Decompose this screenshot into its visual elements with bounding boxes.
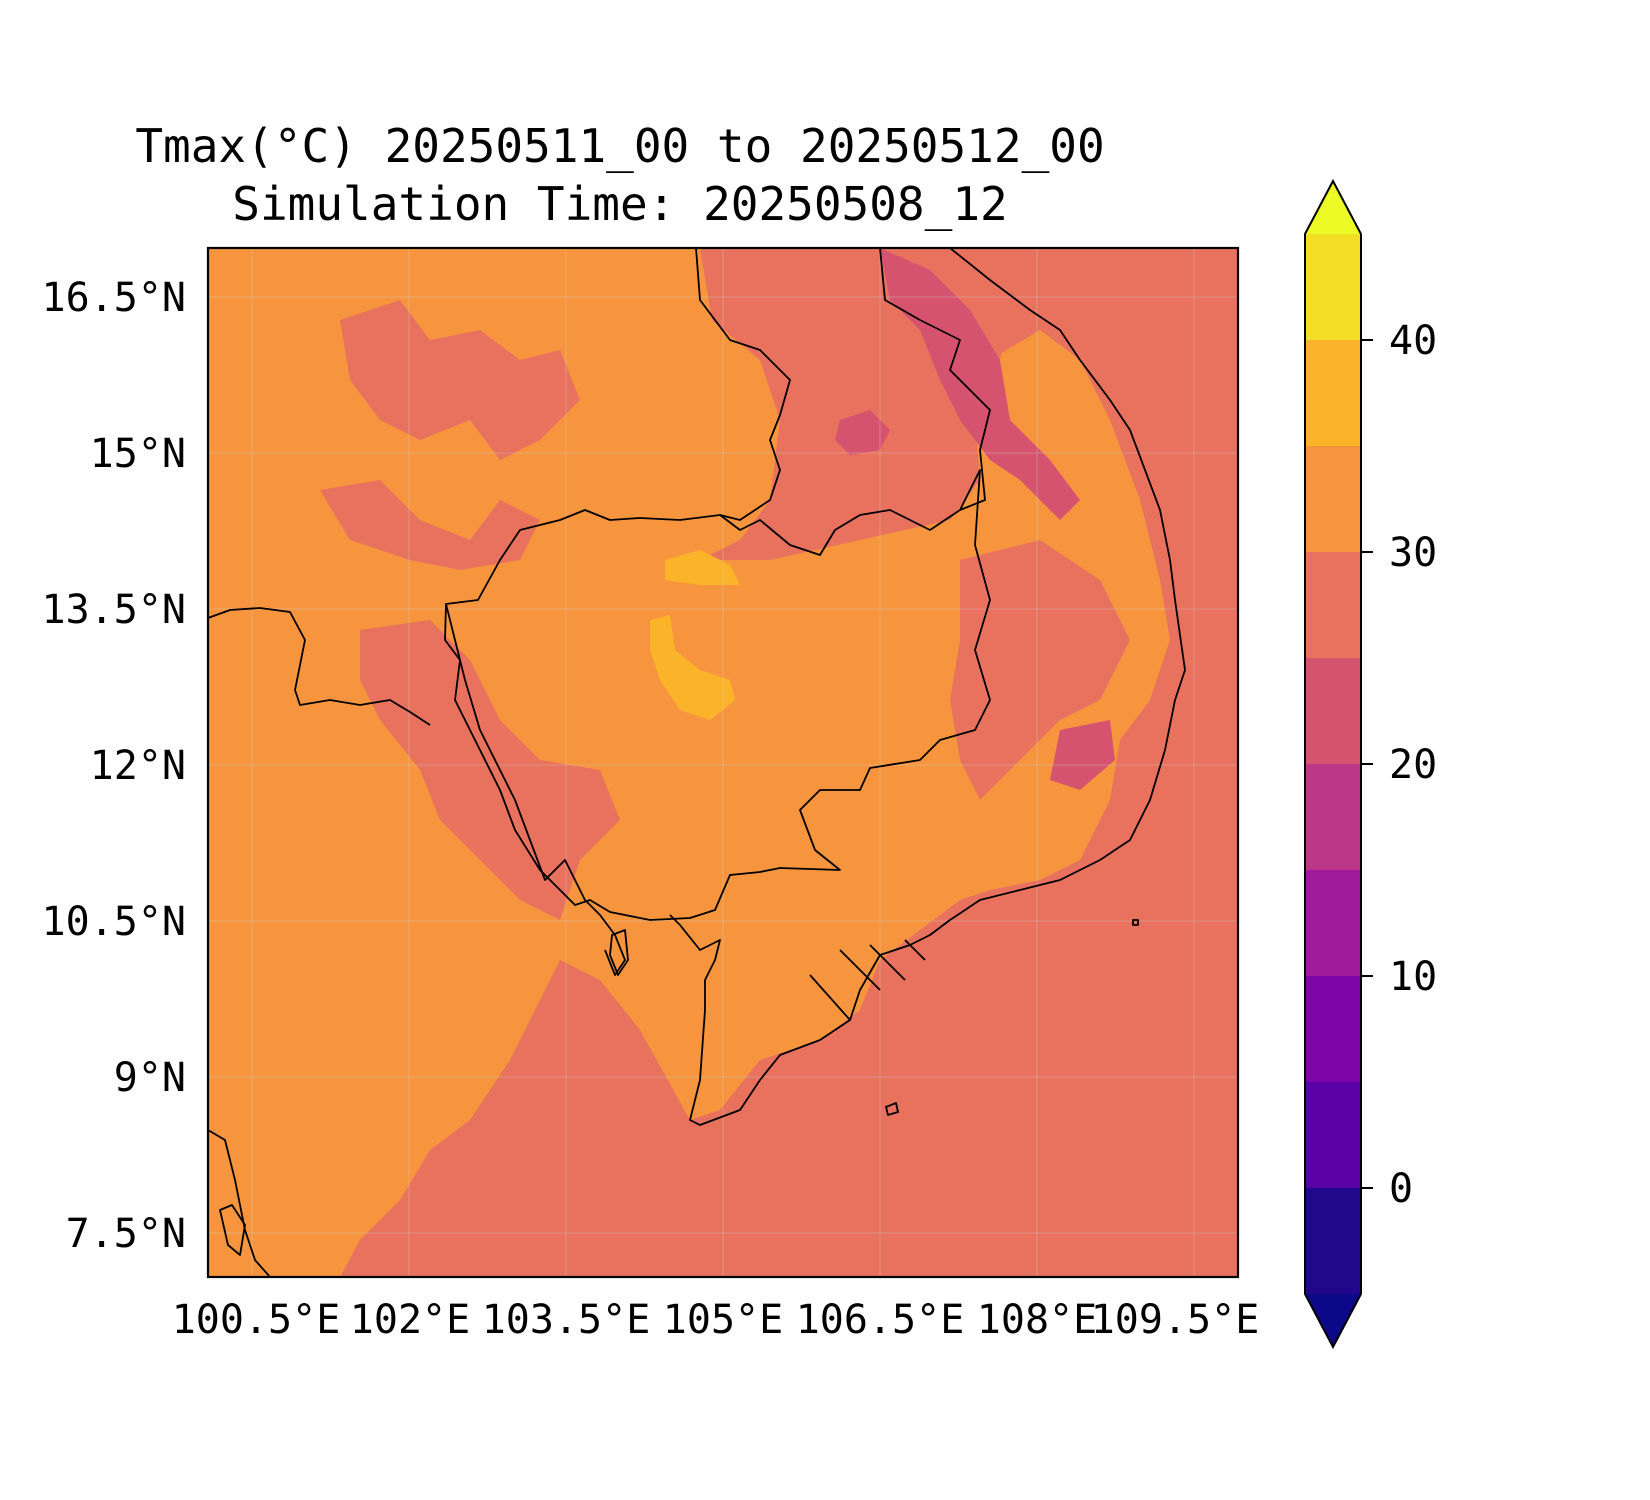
island-1 — [219, 1204, 246, 1256]
colorbar-tick-label: 30 — [1389, 530, 1437, 576]
lon-tick-label: 100.5°E — [172, 1297, 341, 1343]
colorbar-tick-label: 10 — [1389, 954, 1437, 1000]
colorbar-segment — [1305, 234, 1361, 340]
mekong-delta-channels — [809, 939, 926, 1021]
colorbar-segment — [1305, 870, 1361, 976]
vietnam-coastline — [669, 248, 1186, 1126]
field-35-40-spot2 — [665, 550, 740, 585]
field-25-30-w — [320, 480, 540, 570]
laos-vietnam-border — [879, 248, 991, 511]
lon-tick-label: 103.5°E — [482, 1297, 651, 1343]
island-3 — [885, 1102, 899, 1116]
plot-frame — [206, 246, 1240, 1279]
colorbar-tick-label: 20 — [1389, 742, 1437, 788]
colorbar-extend-max — [1305, 181, 1361, 234]
field-25-30-se — [950, 540, 1130, 800]
gulf-coastline — [445, 603, 626, 976]
lat-tick-label: 12°N — [90, 743, 186, 789]
colorbar-segment — [1305, 446, 1361, 552]
colorbar-segment — [1305, 976, 1361, 1082]
lon-tick-label: 106.5°E — [796, 1297, 965, 1343]
lon-tick-label: 109.5°E — [1091, 1297, 1260, 1343]
lat-tick-label: 10.5°N — [42, 899, 187, 945]
colorbar-segment — [1305, 658, 1361, 764]
field-30-35-west — [208, 248, 1170, 1277]
island-4 — [1132, 919, 1139, 926]
colorbar-outline — [1304, 178, 1362, 1350]
field-20-25-ne — [880, 248, 1080, 520]
colorbar-segment — [1305, 340, 1361, 446]
graticule — [208, 248, 1238, 1277]
lat-tick-labels: 16.5°N 15°N 13.5°N 12°N 10.5°N 9°N 7.5°N — [42, 275, 187, 1257]
colorbar-segment — [1305, 764, 1361, 870]
lat-tick-label: 7.5°N — [66, 1211, 186, 1257]
lon-tick-label: 108°E — [977, 1297, 1097, 1343]
lat-tick-label: 16.5°N — [42, 275, 187, 321]
map-title-line2: Simulation Time: 20250508_12 — [232, 177, 1008, 231]
field-20-25-spot2 — [1050, 720, 1115, 790]
thailand-myanmar-border — [208, 607, 431, 726]
lat-tick-label: 15°N — [90, 431, 186, 477]
colorbar-segment — [1305, 552, 1361, 658]
colorbar-segment — [1305, 1082, 1361, 1188]
colorbar-tick-label: 40 — [1389, 318, 1437, 364]
lon-tick-labels: 100.5°E 102°E 103.5°E 105°E 106.5°E 108°… — [172, 1297, 1260, 1343]
map-title-line1: Tmax(°C) 20250511_00 to 20250512_00 — [135, 119, 1105, 173]
field-20-25-spot1 — [835, 410, 890, 455]
lon-tick-label: 102°E — [350, 1297, 470, 1343]
lon-tick-label: 105°E — [663, 1297, 783, 1343]
thailand-laos-border — [695, 248, 791, 521]
temperature-field — [208, 248, 1238, 1277]
lat-tick-label: 13.5°N — [42, 587, 187, 633]
island-2 — [609, 929, 629, 976]
field-25-30-nw — [340, 300, 580, 460]
colorbar-tick-label: 0 — [1389, 1166, 1413, 1212]
colorbar-extend-min — [1305, 1294, 1361, 1347]
field-35-40-spot1 — [650, 615, 735, 720]
lat-tick-label: 9°N — [114, 1055, 186, 1101]
peninsula-coastline — [208, 1129, 271, 1277]
colorbar-segment — [1305, 1188, 1361, 1294]
cambodia-border — [444, 469, 991, 921]
colorbar: 40 30 20 10 0 — [1304, 178, 1437, 1350]
